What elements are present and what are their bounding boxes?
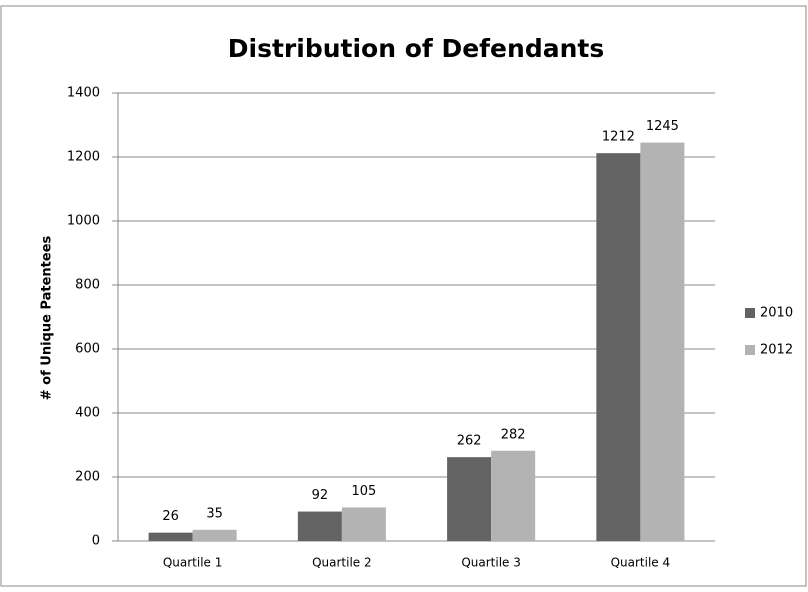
chart-title: Distribution of Defendants (228, 34, 604, 63)
y-tick-label: 1400 (67, 86, 100, 101)
x-tick-label: Quartile 3 (461, 556, 521, 570)
data-label: 1212 (602, 130, 635, 145)
y-tick-label: 1000 (67, 214, 100, 229)
data-label: 105 (351, 484, 376, 499)
y-tick-label: 0 (92, 534, 100, 549)
data-label: 1245 (646, 119, 679, 134)
y-axis-label: # of Unique Patentees (40, 235, 55, 400)
bar (596, 153, 641, 541)
data-label: 282 (501, 427, 526, 442)
legend-label: 2010 (760, 306, 793, 321)
y-tick-label: 1200 (67, 150, 100, 165)
data-label: 26 (162, 509, 179, 524)
bar (447, 457, 492, 541)
data-label: 262 (457, 434, 482, 449)
bar (341, 507, 386, 541)
legend-swatch (745, 345, 755, 355)
y-tick-label: 200 (75, 470, 100, 485)
legend-label: 2012 (760, 343, 793, 358)
data-label: 35 (206, 506, 223, 521)
y-tick-label: 400 (75, 406, 100, 421)
bar (192, 529, 237, 541)
x-tick-label: Quartile 4 (611, 556, 671, 570)
bar (491, 450, 536, 541)
y-tick-label: 800 (75, 278, 100, 293)
data-label: 92 (312, 488, 329, 503)
x-tick-label: Quartile 1 (163, 556, 223, 570)
legend-swatch (745, 308, 755, 318)
bar (640, 142, 685, 541)
bar (148, 532, 193, 541)
y-tick-label: 600 (75, 342, 100, 357)
bar (297, 511, 342, 541)
x-tick-label: Quartile 2 (312, 556, 372, 570)
